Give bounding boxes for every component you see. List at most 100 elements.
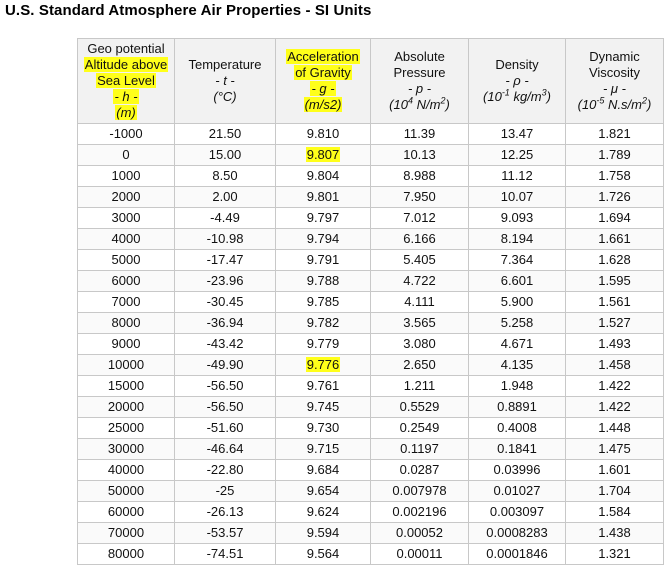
header-line: Absolute [394,49,445,64]
table-cell: 10000 [77,354,175,376]
table-cell: 8.194 [468,228,566,250]
table-cell: 30000 [77,438,175,460]
header-line: Sea Level [96,73,156,88]
table-row: -1000 21.50 9.810 11.39 13.47 1.821 [77,123,664,145]
table-cell: 5000 [77,249,175,271]
table-cell: 50000 [77,480,175,502]
header-line: (m) [115,105,137,120]
table-cell: 0.03996 [468,459,566,481]
table-cell: 21.50 [174,123,276,145]
table-cell: 0.1841 [468,438,566,460]
table-cell: 9.715 [275,438,371,460]
header-line: Geo potential [87,41,165,56]
header-pressure: Absolute Pressure - p - (104 N/m2) [370,38,469,124]
table-cell: 9.782 [275,312,371,334]
table-cell: -56.50 [174,375,276,397]
table-cell: 9.564 [275,543,371,565]
page-title: U.S. Standard Atmosphere Air Properties … [5,2,372,19]
table-row: 0 15.00 9.807 10.13 12.25 1.789 [77,144,664,166]
header-line: (10-1 kg/m3) [483,87,551,104]
header-line: - μ - [602,81,626,96]
table-cell: 1000 [77,165,175,187]
header-line: - ρ - [505,73,529,88]
table-row: 3000 -4.49 9.797 7.012 9.093 1.694 [77,207,664,229]
table-cell: 3.565 [370,312,469,334]
table-cell: 1.758 [565,165,664,187]
table-cell: -1000 [77,123,175,145]
table-cell: 5.900 [468,291,566,313]
table-cell: 2.650 [370,354,469,376]
table-cell: 6000 [77,270,175,292]
table-cell: 4.135 [468,354,566,376]
table-cell: -22.80 [174,459,276,481]
table-cell: 9.776 [275,354,371,376]
table-cell: 15.00 [174,144,276,166]
table-cell: 5.405 [370,249,469,271]
table-cell: 25000 [77,417,175,439]
table-cell: 1.493 [565,333,664,355]
table-cell: 20000 [77,396,175,418]
header-density: Density - ρ - (10-1 kg/m3) [468,38,566,124]
table-cell: 0.007978 [370,480,469,502]
table-cell: 60000 [77,501,175,523]
table-cell: 0.5529 [370,396,469,418]
table-cell: 7000 [77,291,175,313]
header-line: Dynamic [589,49,640,64]
table-cell: 11.39 [370,123,469,145]
atmosphere-properties-table: Geo potential Altitude above Sea Level - h … [77,38,664,565]
table-cell: 0.00052 [370,522,469,544]
table-cell: 8.988 [370,165,469,187]
table-cell: 8.50 [174,165,276,187]
table-cell: 9.779 [275,333,371,355]
table-cell: 3.080 [370,333,469,355]
table-cell: 9.804 [275,165,371,187]
highlighted-value: 9.776 [305,357,341,372]
table-cell: 2000 [77,186,175,208]
table-row: 50000 -25 9.654 0.007978 0.01027 1.704 [77,480,664,502]
table-cell: 40000 [77,459,175,481]
header-row: Geo potential Altitude above Sea Level - h … [77,38,664,124]
table-cell: -56.50 [174,396,276,418]
table-row: 8000 -36.94 9.782 3.565 5.258 1.527 [77,312,664,334]
table-cell: -36.94 [174,312,276,334]
table-cell: 9.745 [275,396,371,418]
table-cell: 1.438 [565,522,664,544]
header-line: Viscosity [588,65,641,80]
table-cell: 1.595 [565,270,664,292]
table-cell: 1.422 [565,375,664,397]
table-cell: 7.950 [370,186,469,208]
table-cell: 1.661 [565,228,664,250]
table-cell: -46.64 [174,438,276,460]
table-cell: 0.0287 [370,459,469,481]
table-cell: 0.0001846 [468,543,566,565]
header-line: (°C) [213,89,237,104]
table-cell: 1.726 [565,186,664,208]
header-viscosity: Dynamic Viscosity - μ - (10-5 N.s/m2) [565,38,664,124]
header-line: - g - [310,81,336,96]
table-cell: 1.948 [468,375,566,397]
table-cell: -49.90 [174,354,276,376]
table-cell: 9.794 [275,228,371,250]
header-line: (104 N/m2) [389,95,450,112]
header-line: - p - [407,81,432,96]
table-cell: 4.111 [370,291,469,313]
table-cell: -4.49 [174,207,276,229]
table-cell: 1.321 [565,543,664,565]
header-temperature: Temperature - t - (°C) [174,38,276,124]
table-cell: -10.98 [174,228,276,250]
header-gravity: Acceleration of Gravity - g - (m/s2) [275,38,371,124]
table-cell: 1.422 [565,396,664,418]
table-row: 30000 -46.64 9.715 0.1197 0.1841 1.475 [77,438,664,460]
table-cell: 1.789 [565,144,664,166]
table-cell: 2.00 [174,186,276,208]
table-cell: -23.96 [174,270,276,292]
header-line: Acceleration [286,49,360,64]
table-cell: 0 [77,144,175,166]
table-cell: -51.60 [174,417,276,439]
table-cell: 9.730 [275,417,371,439]
table-cell: 9.684 [275,459,371,481]
table-cell: 1.628 [565,249,664,271]
table-cell: 0.1197 [370,438,469,460]
table-row: 6000 -23.96 9.788 4.722 6.601 1.595 [77,270,664,292]
table-cell: 11.12 [468,165,566,187]
